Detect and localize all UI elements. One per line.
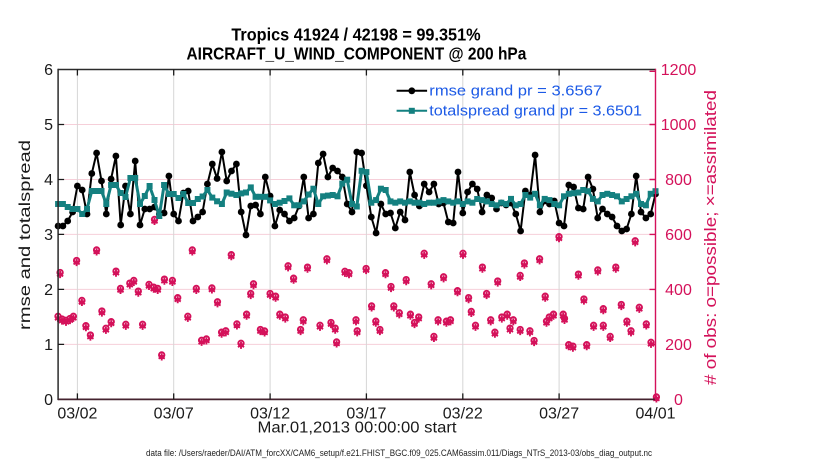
svg-text:3: 3	[44, 227, 53, 244]
svg-text:400: 400	[665, 282, 692, 299]
svg-text:600: 600	[665, 227, 692, 244]
svg-text:data file: /Users/raeder/DAI/A: data file: /Users/raeder/DAI/ATM_forcXX/…	[146, 448, 653, 458]
svg-text:200: 200	[665, 337, 692, 354]
svg-text:0: 0	[44, 392, 53, 409]
svg-text:04/01: 04/01	[635, 406, 675, 423]
svg-text:AIRCRAFT_U_WIND_COMPONENT @ 20: AIRCRAFT_U_WIND_COMPONENT @ 200 hPa	[187, 44, 527, 64]
svg-text:03/22: 03/22	[443, 406, 483, 423]
svg-text:03/07: 03/07	[154, 406, 194, 423]
svg-text:# of obs: o=possible; ×=assimi: # of obs: o=possible; ×=assimilated	[701, 90, 720, 385]
svg-text:1000: 1000	[661, 117, 697, 134]
svg-text:Tropics 41924 / 42198 = 99.351: Tropics 41924 / 42198 = 99.351%	[231, 25, 480, 45]
svg-text:6: 6	[44, 62, 53, 79]
svg-text:rmse and totalspread: rmse and totalspread	[17, 140, 34, 330]
svg-text:03/12: 03/12	[250, 406, 290, 423]
svg-text:03/02: 03/02	[57, 406, 97, 423]
svg-text:4: 4	[44, 172, 53, 189]
svg-text:03/27: 03/27	[539, 406, 579, 423]
svg-text:totalspread grand pr = 3.6501: totalspread grand pr = 3.6501	[429, 103, 642, 120]
svg-text:2: 2	[44, 282, 53, 299]
svg-text:rmse grand pr = 3.6567: rmse grand pr = 3.6567	[429, 83, 602, 100]
svg-text:0: 0	[674, 392, 683, 409]
svg-text:1: 1	[44, 337, 53, 354]
svg-text:1200: 1200	[661, 62, 697, 79]
svg-text:5: 5	[44, 117, 53, 134]
svg-text:800: 800	[665, 172, 692, 189]
svg-text:Mar.01,2013 00:00:00 start: Mar.01,2013 00:00:00 start	[258, 420, 458, 437]
svg-text:03/17: 03/17	[346, 406, 386, 423]
